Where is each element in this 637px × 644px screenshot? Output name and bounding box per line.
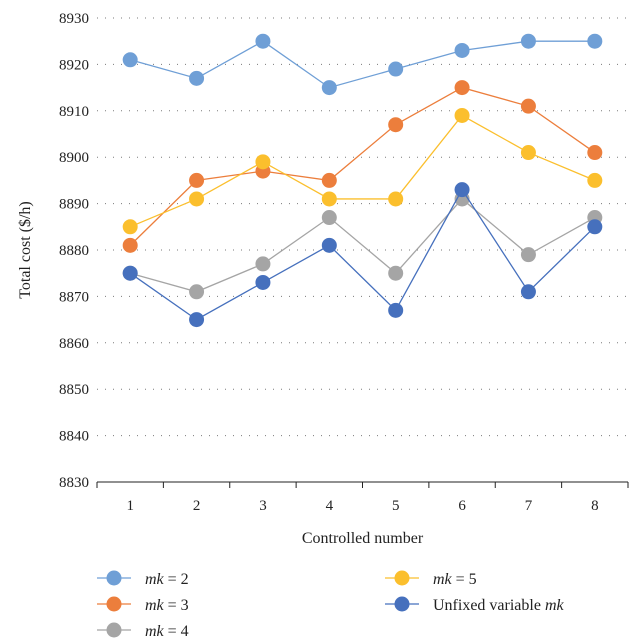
y-tick-label: 8890 xyxy=(59,197,89,213)
legend-label-value: = 4 xyxy=(164,623,189,640)
y-tick-label: 8900 xyxy=(59,150,89,166)
y-tick-label: 8860 xyxy=(59,336,89,352)
series-2 xyxy=(122,80,603,253)
data-point xyxy=(189,312,205,328)
legend-label-value: = 5 xyxy=(452,571,477,588)
x-axis: 1 2 3 4 5 6 7 8 xyxy=(96,481,629,514)
data-point xyxy=(388,117,404,133)
legend-label-variable: mk xyxy=(145,597,165,614)
data-point xyxy=(189,284,205,300)
legend-label-variable: mk xyxy=(145,623,165,640)
legend-marker xyxy=(106,622,122,638)
data-point xyxy=(454,80,470,96)
series-1 xyxy=(122,33,603,96)
data-point xyxy=(255,274,271,290)
y-tick-label: 8910 xyxy=(59,104,89,120)
legend-label-variable: mk xyxy=(145,571,165,588)
data-point xyxy=(255,256,271,272)
series-line xyxy=(130,198,596,293)
y-axis-ticks: 8830 8840 8850 8860 8870 8880 8890 8900 8910 8920… xyxy=(59,11,89,491)
x-axis-title: Controlled number xyxy=(302,530,424,547)
data-point xyxy=(321,191,337,207)
data-point xyxy=(122,265,138,281)
x-tick-label: 7 xyxy=(525,498,533,514)
data-point xyxy=(189,70,205,86)
legend-label-value: = 3 xyxy=(164,597,189,614)
data-point xyxy=(454,42,470,58)
x-tick-label: 1 xyxy=(126,498,134,514)
data-point xyxy=(321,210,337,226)
series-4 xyxy=(122,107,603,235)
data-point xyxy=(454,107,470,123)
y-tick-label: 8850 xyxy=(59,382,89,398)
data-point xyxy=(520,33,536,49)
legend-marker xyxy=(106,570,122,586)
legend-item-4: mk = 5 xyxy=(385,570,477,588)
data-point xyxy=(388,265,404,281)
legend-marker xyxy=(106,596,122,612)
data-point xyxy=(587,219,603,235)
series-line xyxy=(129,188,596,321)
data-point xyxy=(122,52,138,68)
data-point xyxy=(587,145,603,161)
y-tick-label: 8920 xyxy=(59,57,89,73)
y-axis-title: Total cost ($/h) xyxy=(17,201,34,299)
legend-label-value: = 2 xyxy=(164,571,189,588)
data-point xyxy=(454,182,470,198)
data-point xyxy=(587,172,603,188)
series-5 xyxy=(122,182,603,328)
series-line xyxy=(129,86,596,246)
y-tick-label: 8870 xyxy=(59,289,89,305)
legend-label: mk = 3 xyxy=(145,597,189,614)
series-group xyxy=(122,33,603,328)
legend-label-variable: mk xyxy=(433,571,453,588)
data-point xyxy=(255,33,271,49)
data-point xyxy=(520,284,536,300)
series-line xyxy=(130,40,595,89)
series-3 xyxy=(122,191,603,300)
legend-label: mk = 5 xyxy=(433,571,477,588)
y-tick-label: 8930 xyxy=(59,11,89,27)
x-tick-label: 6 xyxy=(458,498,466,514)
data-point xyxy=(520,247,536,263)
gridlines xyxy=(97,17,628,437)
data-point xyxy=(189,172,205,188)
data-point xyxy=(520,145,536,161)
x-tick-label: 3 xyxy=(259,498,267,514)
data-point xyxy=(520,98,536,114)
data-point xyxy=(321,172,337,188)
data-point xyxy=(189,191,205,207)
legend-marker xyxy=(394,596,410,612)
x-tick-label: 5 xyxy=(392,498,400,514)
data-point xyxy=(122,237,138,253)
legend-label: mk = 2 xyxy=(145,571,189,588)
data-point xyxy=(388,61,404,77)
legend-label-variable: mk xyxy=(545,597,565,614)
legend-item-5: Unfixed variable mk xyxy=(385,596,565,614)
data-point xyxy=(321,237,337,253)
data-point xyxy=(587,33,603,49)
x-tick-label: 8 xyxy=(591,498,599,514)
legend-item-1: mk = 2 xyxy=(97,570,189,588)
data-point xyxy=(388,302,404,318)
y-tick-label: 8880 xyxy=(59,243,89,259)
data-point xyxy=(388,191,404,207)
data-point xyxy=(255,154,271,170)
data-point xyxy=(122,219,138,235)
legend-label: Unfixed variable mk xyxy=(433,597,565,614)
legend-marker xyxy=(394,570,410,586)
x-tick-label: 4 xyxy=(326,498,334,514)
legend-item-2: mk = 3 xyxy=(97,596,189,614)
legend-label: mk = 4 xyxy=(145,623,189,640)
y-tick-label: 8840 xyxy=(59,429,89,445)
legend-item-3: mk = 4 xyxy=(97,622,189,640)
data-point xyxy=(321,80,337,96)
legend-label-prefix: Unfixed variable xyxy=(433,597,545,614)
y-tick-label: 8830 xyxy=(59,475,89,491)
series-line xyxy=(129,114,596,228)
x-tick-label: 2 xyxy=(193,498,201,514)
